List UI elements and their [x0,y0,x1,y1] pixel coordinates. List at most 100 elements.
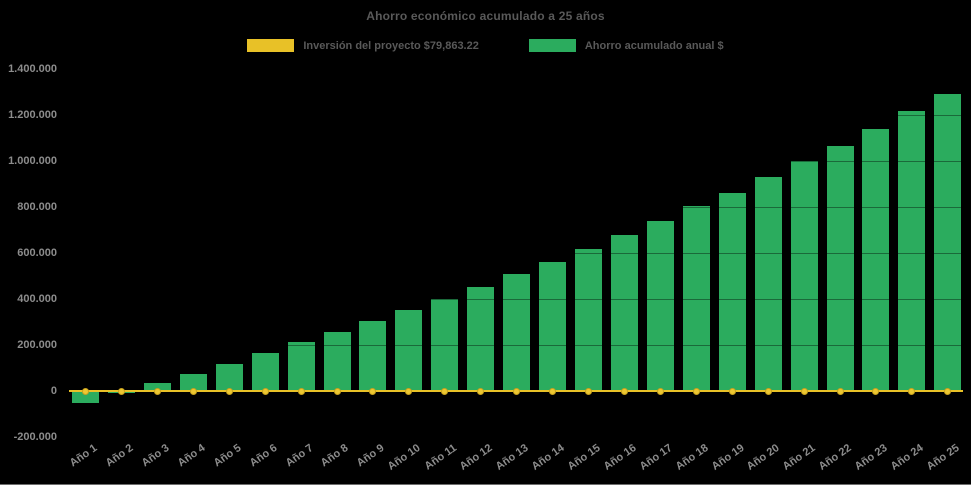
legend-item-investment[interactable]: Inversión del proyecto $79,863.22 [247,39,479,52]
gridline [62,115,965,116]
bar-año-16 [610,235,638,391]
investment-line-marker [477,387,485,395]
x-axis-tick-label: Año 15 [565,442,603,473]
x-axis-tick-label: Año 24 [888,442,926,473]
investment-line-marker [441,387,449,395]
bar-año-21 [790,160,818,391]
gridline [62,437,965,438]
bar-año-3 [143,382,171,391]
bar-año-9 [359,320,387,391]
gridline [62,207,965,208]
x-axis-tick-label: Año 17 [637,442,675,473]
x-axis-tick-label: Año 11 [422,442,459,473]
bar-año-12 [467,287,495,391]
investment-swatch-icon [247,39,295,52]
y-axis-tick-label: 400.000 [17,293,57,305]
investment-line-marker [513,387,521,395]
x-axis-tick-label: Año 9 [354,442,387,470]
x-axis-tick-label: Año 20 [745,442,783,473]
investment-line-marker [728,387,736,395]
y-axis-tick-label: -200.000 [13,431,57,443]
investment-line-marker [225,387,233,395]
bar-año-7 [287,342,315,391]
legend-item-savings[interactable]: Ahorro acumulado anual $ [528,39,724,52]
bar-año-5 [215,363,243,391]
gridline [62,253,965,254]
x-axis-tick-label: Año 2 [103,442,136,470]
savings-swatch-icon [528,39,576,52]
bar-año-11 [431,299,459,391]
investment-line-marker [297,387,305,395]
x-axis-tick-label: Año 4 [175,442,208,470]
legend: Inversión del proyecto $79,863.22 Ahorro… [0,39,971,52]
x-axis-tick-label: Año 10 [385,442,423,473]
y-axis-tick-label: 800.000 [17,201,57,213]
investment-line-marker [944,387,952,395]
gridline [62,345,965,346]
bar-año-20 [754,177,782,391]
investment-line-marker [620,387,628,395]
investment-line-marker [836,387,844,395]
gridline [62,69,965,70]
investment-line-marker [117,387,125,395]
x-axis-tick-label: Año 19 [709,442,747,473]
investment-line-marker [872,387,880,395]
investment-line-marker [585,387,593,395]
bar-año-1 [72,391,99,403]
x-axis-tick-label: Año 8 [318,442,351,470]
bar-año-13 [503,274,531,391]
x-axis-tick-label: Año 5 [211,442,244,470]
bar-año-8 [323,331,351,391]
x-axis-tick-label: Año 22 [816,442,854,473]
chart-title: Ahorro económico acumulado a 25 años [366,9,605,23]
bar-año-24 [898,111,926,391]
x-axis-tick-label: Año 1 [67,442,100,470]
investment-line-marker [369,387,377,395]
y-axis-tick-label: 0 [50,385,57,397]
x-axis-tick-label: Año 12 [457,442,495,473]
bar-año-18 [682,206,710,391]
y-axis-tick-label: 1.200.000 [8,109,57,121]
x-axis-tick-label: Año 18 [673,442,711,473]
bar-año-14 [539,261,567,391]
gridline [62,161,965,162]
gridline [62,299,965,300]
x-axis-tick-label: Año 3 [139,442,172,470]
x-axis-tick-label: Año 7 [283,442,315,470]
bar-año-4 [179,373,207,391]
investment-line-marker [189,387,197,395]
investment-line-marker [656,387,664,395]
x-axis-tick-label: Año 25 [924,442,962,473]
bar-año-19 [718,192,746,391]
investment-line-marker [261,387,269,395]
x-axis-tick-label: Año 16 [601,442,639,473]
investment-line-marker [549,387,557,395]
y-axis-tick-label: 1.400.000 [8,63,57,75]
x-axis-tick-label: Año 14 [529,442,567,473]
investment-line-marker [153,387,161,395]
y-axis-tick-label: 200.000 [17,339,57,351]
x-axis-tick-label: Año 23 [852,442,890,473]
bar-año-17 [646,221,674,391]
investment-line-marker [800,387,808,395]
bar-año-10 [395,309,423,391]
legend-investment-label: Inversión del proyecto $79,863.22 [303,39,479,52]
investment-line-marker [82,387,89,395]
bar-año-23 [862,128,890,391]
y-axis-tick-label: 1.000.000 [8,155,57,167]
bar-año-22 [826,146,854,391]
x-axis-tick-label: Año 21 [781,442,818,473]
bar-año-25 [934,93,962,391]
x-axis-tick-label: Año 6 [247,442,280,470]
investment-line-marker [405,387,413,395]
investment-line-marker [692,387,700,395]
x-axis-tick-label: Año 13 [493,442,531,473]
legend-savings-label: Ahorro acumulado anual $ [584,39,724,52]
investment-line-marker [764,387,772,395]
y-axis-tick-label: 600.000 [17,247,57,259]
investment-line-marker [333,387,341,395]
bar-año-15 [575,249,603,391]
investment-line-marker [908,387,916,395]
bar-año-6 [251,353,279,391]
